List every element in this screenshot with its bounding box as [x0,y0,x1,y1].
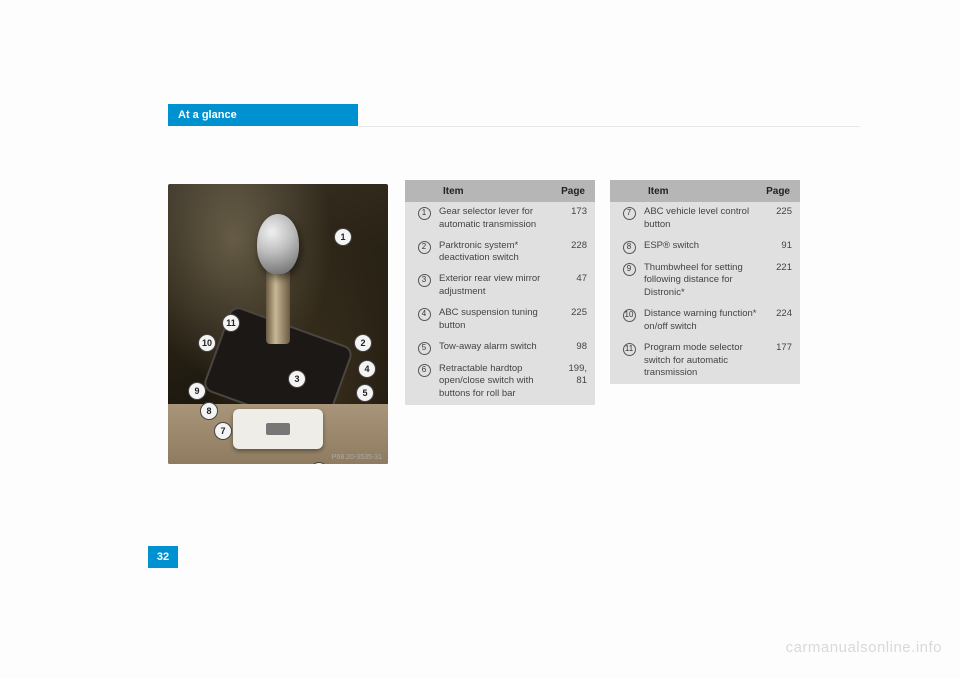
index-circle: 1 [418,207,431,220]
col-page: Page [561,186,585,197]
watermark-text: carmanualsonline.info [786,639,942,656]
row-page: 225 [557,307,587,333]
row-page: 47 [557,273,587,299]
row-description: Distance warning function* on/off switch [640,308,762,334]
table-row: 10 Distance warning function* on/off swit… [610,304,800,338]
callout-8: 8 [200,402,218,420]
photo-ref-label: P68.20-3535-31 [332,454,382,461]
index-circle: 3 [418,274,431,287]
row-description: Parktronic system* deactivation switch [435,240,557,266]
row-description: Program mode selector switch for automat… [640,342,762,380]
row-index: 11 [618,342,640,380]
row-page: 177 [762,342,792,380]
row-description: Exterior rear view mirror adjustment [435,273,557,299]
table-right: Item Page 7 ABC vehicle level control but… [610,180,800,384]
col-page: Page [766,186,790,197]
row-description: Retractable hardtop open/close switch wi… [435,363,557,401]
table-row: 6 Retractable hardtop open/close switch w… [405,359,595,405]
table-left: Item Page 1 Gear selector lever for autom… [405,180,595,405]
row-index: 10 [618,308,640,334]
callout-5: 5 [356,384,374,402]
table-header: Item Page [405,180,595,202]
row-page: 173 [557,206,587,232]
section-header: At a glance [168,104,358,126]
gear-lever-knob [257,214,299,274]
section-title: At a glance [178,109,237,121]
row-description: Tow-away alarm switch [435,341,557,355]
row-page: 98 [557,341,587,355]
index-circle: 4 [418,308,431,321]
index-circle: 6 [418,364,431,377]
callout-1: 1 [334,228,352,246]
hardtop-switch [233,409,323,449]
page-number: 32 [157,551,169,563]
table-row: 1 Gear selector lever for automatic trans… [405,202,595,236]
row-page: 224 [762,308,792,334]
table-row: 7 ABC vehicle level control button225 [610,202,800,236]
table-row: 8 ESP® switch91 [610,236,800,258]
index-circle: 10 [623,309,636,322]
row-description: Thumbwheel for setting following distanc… [640,262,762,300]
row-page: 91 [762,240,792,254]
row-description: ESP® switch [640,240,762,254]
index-circle: 8 [623,241,636,254]
row-index: 4 [413,307,435,333]
table-row: 3 Exterior rear view mirror adjustment47 [405,269,595,303]
row-index: 6 [413,363,435,401]
callout-7: 7 [214,422,232,440]
row-index: 8 [618,240,640,254]
table-row: 9 Thumbwheel for setting following distan… [610,258,800,304]
row-page: 228 [557,240,587,266]
col-item: Item [648,186,669,197]
callout-11: 11 [222,314,240,332]
page-container: At a glance 1245311109876 P68.20-3535-31… [0,0,960,678]
row-page: 199, 81 [557,363,587,401]
table-row: 2 Parktronic system* deactivation switch2… [405,236,595,270]
row-index: 5 [413,341,435,355]
table-row: 4 ABC suspension tuning button225 [405,303,595,337]
row-description: ABC suspension tuning button [435,307,557,333]
row-index: 2 [413,240,435,266]
row-page: 221 [762,262,792,300]
center-console-photo: 1245311109876 P68.20-3535-31 [168,184,388,464]
callout-9: 9 [188,382,206,400]
page-number-badge: 32 [148,546,178,568]
row-index: 1 [413,206,435,232]
index-circle: 9 [623,263,636,276]
row-description: Gear selector lever for automatic transm… [435,206,557,232]
row-index: 9 [618,262,640,300]
header-rule [358,126,860,127]
callout-2: 2 [354,334,372,352]
table-row: 11 Program mode selector switch for autom… [610,338,800,384]
index-circle: 2 [418,241,431,254]
row-index: 7 [618,206,640,232]
index-circle: 11 [623,343,636,356]
index-circle: 7 [623,207,636,220]
callout-4: 4 [358,360,376,378]
table-body: 7 ABC vehicle level control button225 8 ESP… [610,202,800,384]
table-header: Item Page [610,180,800,202]
table-body: 1 Gear selector lever for automatic trans… [405,202,595,405]
row-description: ABC vehicle level control button [640,206,762,232]
row-page: 225 [762,206,792,232]
index-circle: 5 [418,342,431,355]
row-index: 3 [413,273,435,299]
callout-3: 3 [288,370,306,388]
callout-10: 10 [198,334,216,352]
table-row: 5 Tow-away alarm switch98 [405,337,595,359]
col-item: Item [443,186,464,197]
